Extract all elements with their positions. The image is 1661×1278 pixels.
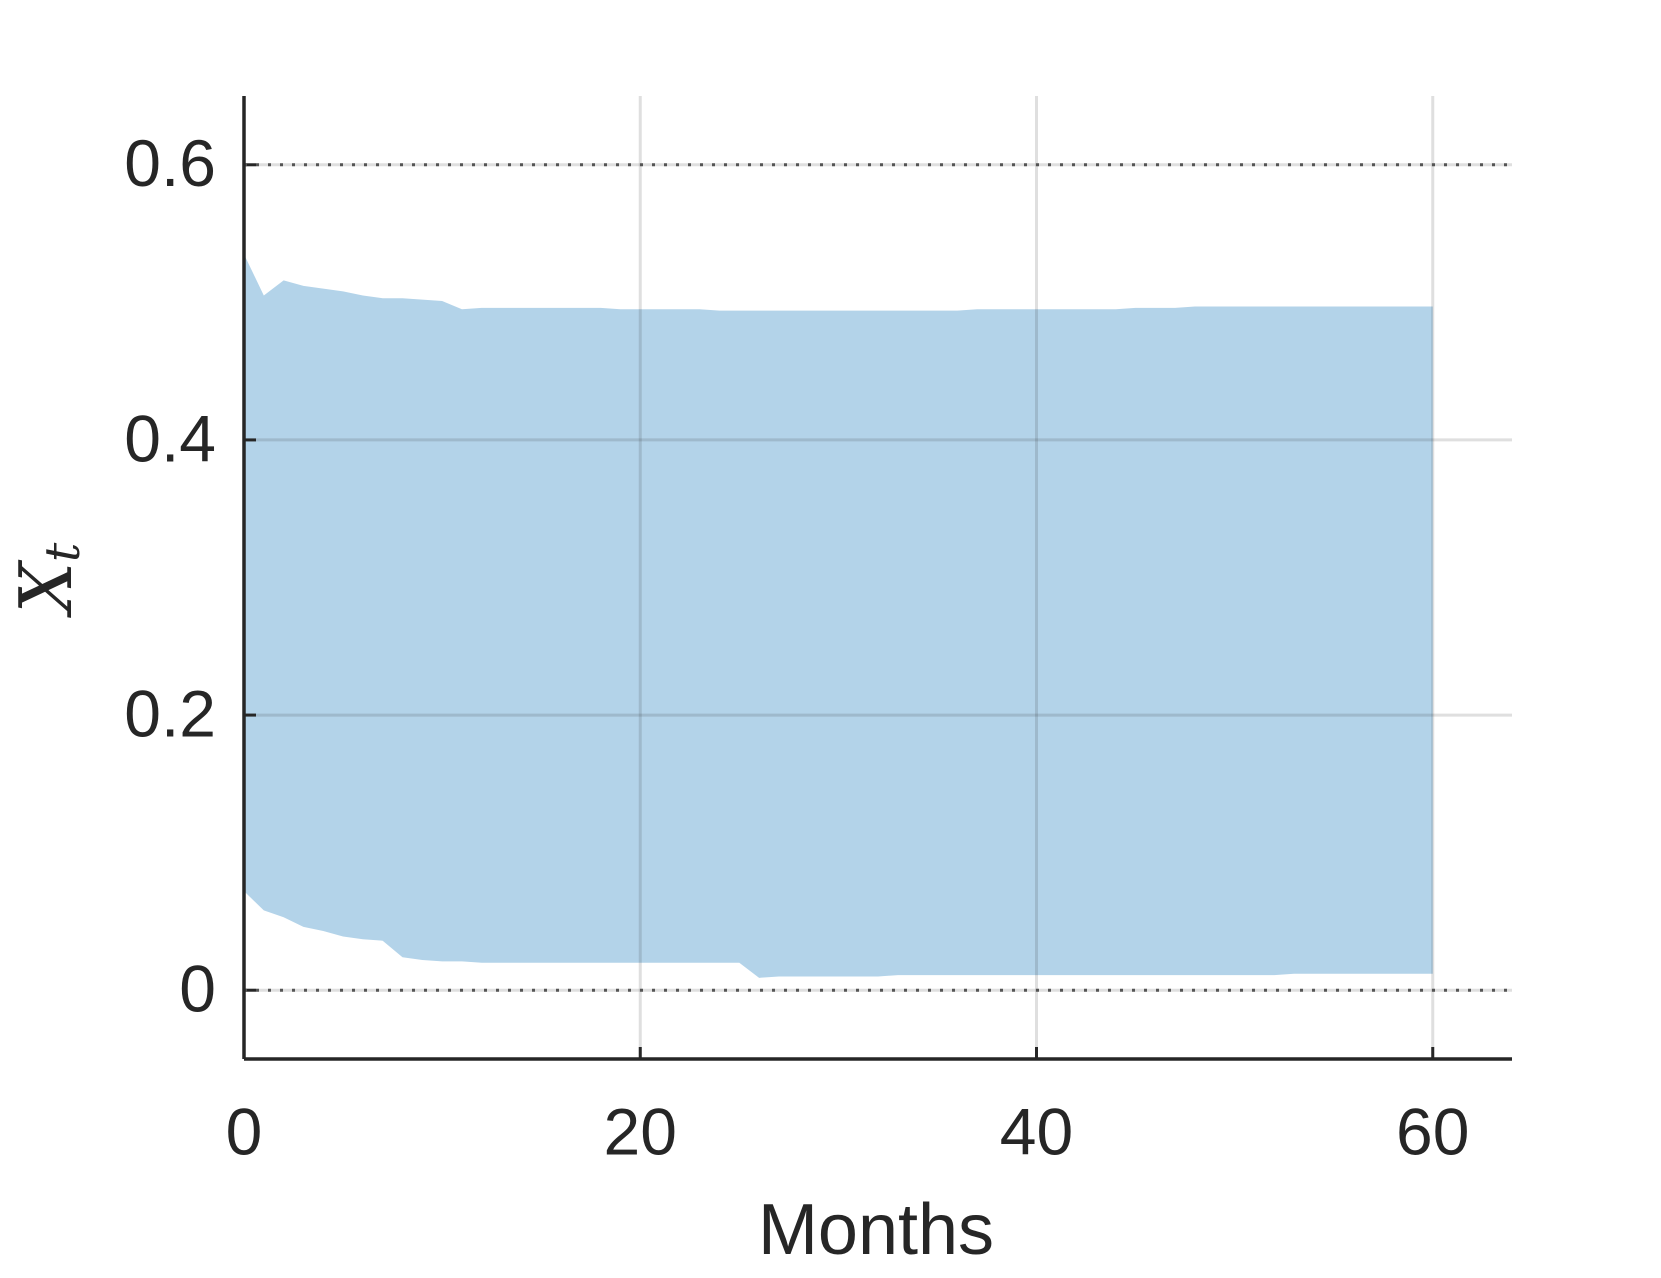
y-tick-label: 0 bbox=[179, 952, 216, 1026]
x-tick-label: 40 bbox=[1000, 1094, 1073, 1168]
y-tick-label: 0.6 bbox=[124, 126, 216, 200]
y-tick-label: 0.2 bbox=[124, 677, 216, 751]
y-tick-label: 0.4 bbox=[124, 401, 216, 475]
x-tick-label: 60 bbox=[1396, 1094, 1469, 1168]
y-axis-label-base: X bbox=[4, 559, 88, 618]
band-area bbox=[244, 254, 1433, 978]
y-axis-label: Xt bbox=[4, 542, 91, 618]
x-tick-label: 0 bbox=[226, 1094, 263, 1168]
y-axis-label-sub: t bbox=[35, 542, 91, 562]
x-tick-label: 20 bbox=[604, 1094, 677, 1168]
x-axis-label: Months bbox=[758, 1190, 994, 1270]
